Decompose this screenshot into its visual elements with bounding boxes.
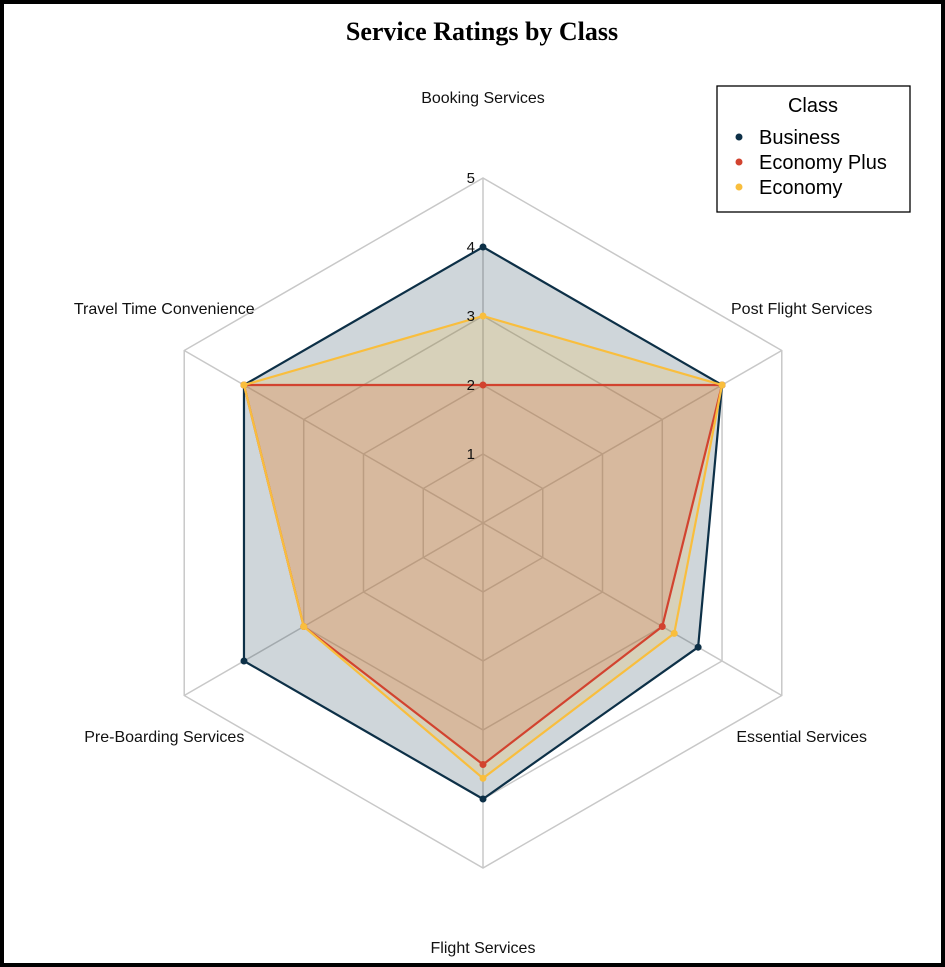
- axis-label-5: Pre-Boarding Services: [84, 729, 244, 746]
- legend: Class Business Economy Plus Economy: [716, 85, 911, 213]
- series-2-point-3: [658, 623, 666, 630]
- chart-title: Service Ratings by Class: [346, 17, 618, 46]
- legend-marker-1: [735, 133, 743, 141]
- axis-label-2: Post Flight Services: [731, 301, 872, 318]
- legend-label-3: Economy: [759, 177, 842, 199]
- grid-spoke-6: [183, 349, 484, 524]
- series-3-point-2: [718, 381, 726, 389]
- tick-label-3: 3: [467, 308, 475, 325]
- series-3-point-5: [300, 623, 308, 630]
- grid-spoke-3: [482, 522, 783, 697]
- tick-label-5: 5: [467, 170, 475, 187]
- axis-labels: Booking Services Post Flight Services Esse…: [74, 90, 873, 957]
- series-2-point-1: [479, 381, 487, 389]
- series-3-point-1: [479, 312, 487, 320]
- legend-box: [716, 85, 911, 213]
- series-1-point-4: [479, 795, 487, 803]
- series-1-point-1: [479, 243, 487, 251]
- legend-label-2: Economy Plus: [759, 152, 887, 174]
- legend-title: Class: [788, 95, 838, 117]
- series-3-point-6: [240, 381, 248, 389]
- axis-label-3: Essential Services: [736, 729, 867, 746]
- legend-items: Business Economy Plus Economy: [735, 127, 887, 199]
- series-2-point-4: [479, 761, 487, 768]
- series-3-point-4: [479, 774, 487, 782]
- grid-spoke-2: [482, 349, 783, 524]
- legend-marker-3: [735, 183, 743, 191]
- radar-chart: Service Ratings by Class Booking Service…: [74, 17, 911, 957]
- tick-labels: 1 2 3 4 5: [467, 170, 475, 463]
- series-area-3: [243, 316, 723, 779]
- grid-spoke-5: [183, 522, 484, 697]
- axis-label-6: Travel Time Convenience: [74, 301, 255, 318]
- series-area-2: [243, 385, 723, 765]
- series-1-point-3: [694, 643, 702, 651]
- legend-marker-2: [735, 158, 743, 166]
- tick-label-1: 1: [467, 446, 475, 463]
- axis-label-4: Flight Services: [431, 940, 536, 957]
- series-1-point-5: [240, 657, 248, 665]
- series-layer: [240, 243, 726, 803]
- legend-label-1: Business: [759, 127, 840, 149]
- tick-label-2: 2: [467, 377, 475, 394]
- series-3-point-3: [670, 629, 678, 637]
- axis-label-1: Booking Services: [421, 90, 545, 107]
- tick-label-4: 4: [467, 239, 475, 256]
